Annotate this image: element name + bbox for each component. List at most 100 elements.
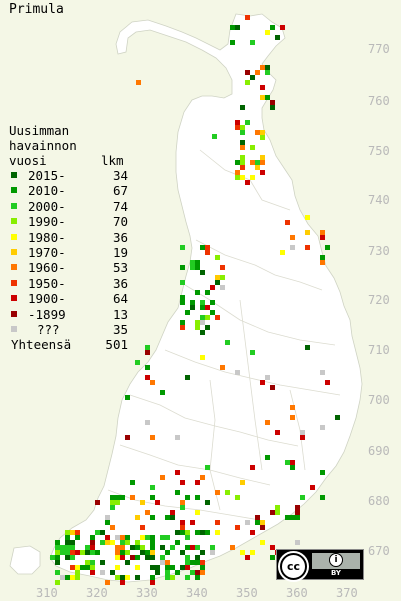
legend-count: 74 [112,198,128,214]
observation-square [165,575,170,580]
observation-square [135,540,140,545]
observation-square [150,575,155,580]
legend-count: 19 [112,244,128,260]
observation-square [110,540,115,545]
observation-square [115,545,120,550]
observation-square [150,545,155,550]
observation-square [235,125,240,130]
observation-square [240,155,245,160]
observation-square [200,315,205,320]
observation-square [305,345,310,350]
observation-square [275,430,280,435]
observation-square [180,295,185,300]
y-tick-label: 740 [368,193,390,207]
x-tick-label: 310 [36,586,58,600]
observation-square [180,550,185,555]
observation-square [140,545,145,550]
observation-square [120,495,125,500]
observation-square [145,345,150,350]
observation-square [235,525,240,530]
observation-square [115,495,120,500]
observation-square [65,535,70,540]
legend-row: 1970- 19 [9,245,128,260]
observation-square [200,245,205,250]
observation-square [205,245,210,250]
observation-square [90,570,95,575]
observation-square [170,515,175,520]
y-tick-label: 670 [368,544,390,558]
observation-square [155,500,160,505]
observation-square [180,480,185,485]
observation-square [275,510,280,515]
observation-square [285,460,290,465]
observation-square [255,520,260,525]
legend-swatch [11,172,17,178]
legend-total: Yhteensä 501 [9,337,128,353]
observation-square [280,25,285,30]
observation-square [195,290,200,295]
observation-square [180,500,185,505]
observation-square [250,550,255,555]
observation-square [270,105,275,110]
observation-square [270,545,275,550]
observation-square [55,555,60,560]
legend-period-label: 1980- [28,229,66,245]
observation-square [260,520,265,525]
legend-row: 1950- 36 [9,276,128,291]
observation-square [245,520,250,525]
observation-square [145,375,150,380]
observation-square [165,560,170,565]
observation-square [75,570,80,575]
observation-square [60,545,65,550]
observation-square [290,515,295,520]
y-axis-labels: 770 760 750 740 730 720 710 700 690 680 … [368,42,390,558]
observation-square [300,435,305,440]
observation-square [135,360,140,365]
observation-square [305,245,310,250]
observation-square [160,545,165,550]
observation-square [140,525,145,530]
observation-square [185,375,190,380]
x-tick-label: 350 [236,586,258,600]
observation-square [160,475,165,480]
observation-square [230,40,235,45]
observation-square [110,500,115,505]
cc-license-badge[interactable]: cc i BY [276,549,364,580]
observation-square [105,520,110,525]
observation-square [135,515,140,520]
observation-square [185,530,190,535]
observation-square [265,455,270,460]
legend-row: -1899 13 [9,307,128,322]
observation-square [325,380,330,385]
observation-square [120,550,125,555]
legend-swatch [11,279,17,286]
observation-square [90,560,95,565]
observation-square [135,545,140,550]
observation-square [200,300,205,305]
observation-square [260,95,265,100]
legend-count-header: lkm [101,153,124,168]
cc-icon: cc [280,553,307,580]
observation-square [205,250,210,255]
observation-square [240,145,245,150]
observation-square [120,575,125,580]
observation-squares [50,15,340,585]
observation-square [195,325,200,330]
observation-square [150,555,155,560]
observation-square [290,460,295,465]
observation-square [65,550,70,555]
observation-square [200,565,205,570]
legend-swatch [11,264,17,271]
observation-square [185,535,190,540]
observation-square [90,545,95,550]
observation-square [65,530,70,535]
observation-square [55,580,60,585]
observation-square [65,540,70,545]
observation-square [120,580,125,585]
legend-row: 2000- 74 [9,199,128,214]
observation-square [135,575,140,580]
observation-square [105,515,110,520]
observation-square [270,510,275,515]
observation-square [305,230,310,235]
